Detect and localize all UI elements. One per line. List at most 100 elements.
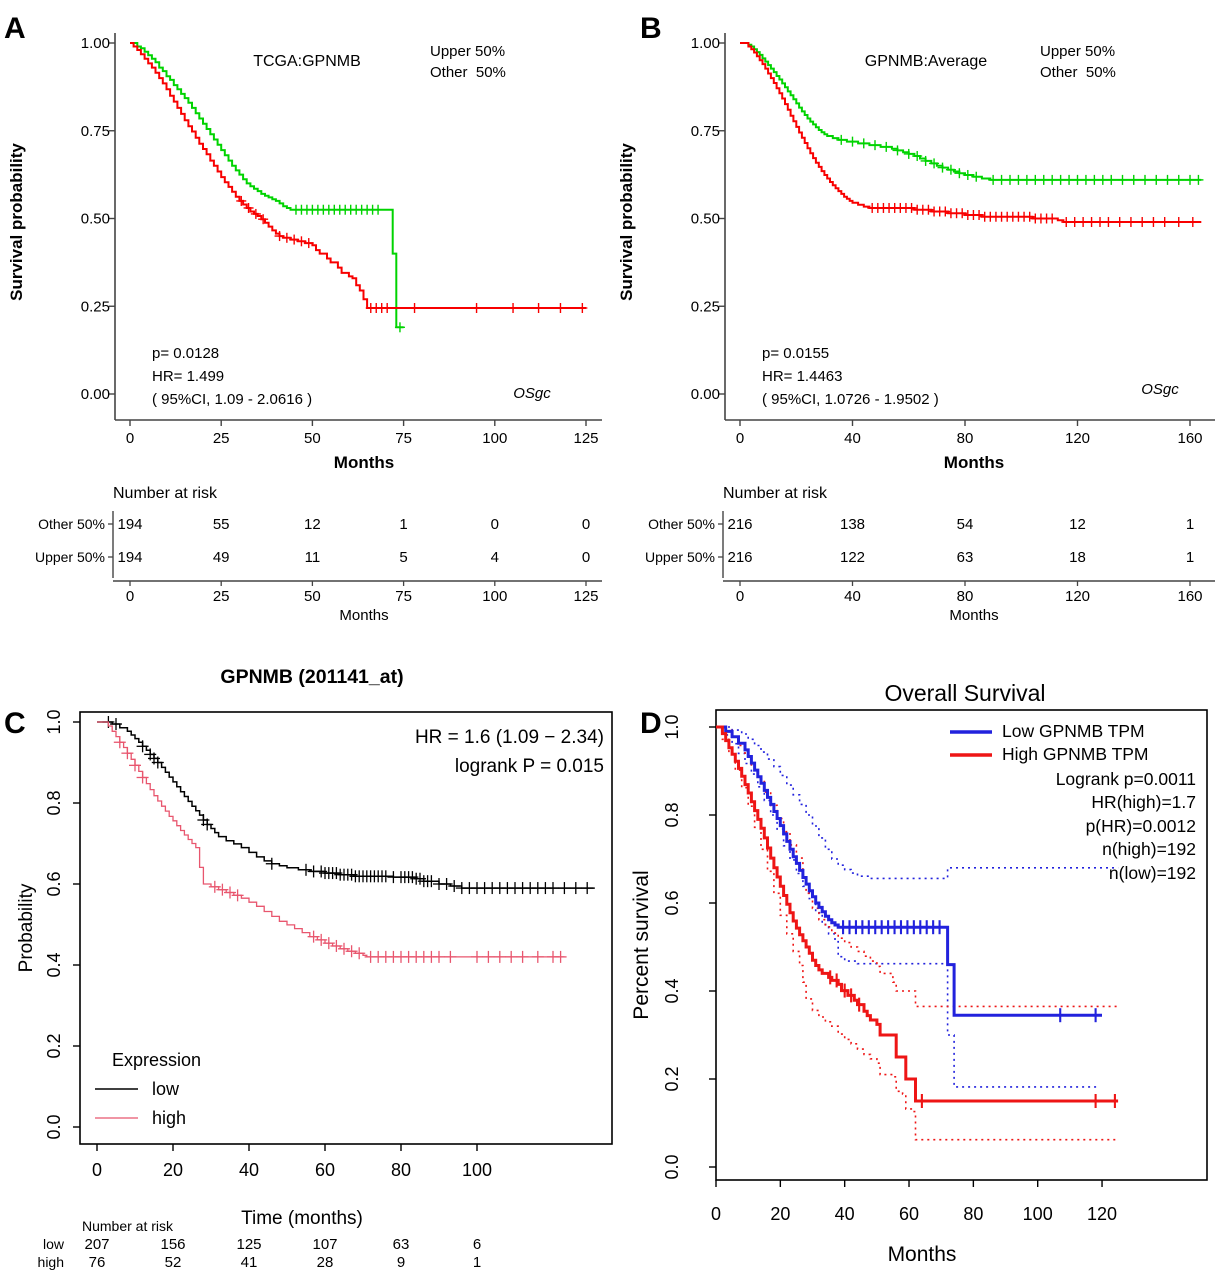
- km-curve-low-gpnmb-tpm: [716, 725, 1102, 1017]
- y-tick-label: 0.4: [44, 952, 64, 977]
- plot-title: Overall Survival: [884, 680, 1045, 706]
- risk-value: 1: [1186, 549, 1194, 566]
- risk-value: 12: [304, 516, 321, 533]
- y-tick-label: 0.25: [691, 298, 720, 315]
- risk-table-title: Number at risk: [82, 1218, 174, 1234]
- risk-x-tick-label: 80: [957, 588, 974, 605]
- x-tick-label: 60: [899, 1204, 919, 1224]
- y-tick-label: 0.6: [44, 871, 64, 896]
- plot-title: GPNMB (201141_at): [220, 666, 403, 688]
- km-curve-upper-50%: [130, 42, 586, 309]
- risk-value: 0: [582, 516, 590, 533]
- risk-value: 0: [491, 516, 499, 533]
- corner-note: OSgc: [513, 385, 551, 402]
- risk-value: 1: [1186, 516, 1194, 533]
- risk-value: 5: [399, 549, 407, 566]
- risk-x-tick-label: 160: [1177, 588, 1202, 605]
- risk-value: 76: [89, 1254, 106, 1271]
- risk-value: 49: [213, 549, 230, 566]
- risk-row-label: Upper 50%: [645, 549, 715, 565]
- plot-frame: [79, 711, 613, 1145]
- risk-value: 194: [117, 549, 142, 566]
- stat-line: ( 95%CI, 1.09 - 2.0616 ): [152, 391, 312, 408]
- y-tick-label: 1.00: [81, 35, 110, 52]
- risk-value: 107: [312, 1236, 337, 1253]
- risk-value: 1: [473, 1254, 481, 1271]
- x-axis-title: Time (months): [241, 1208, 363, 1229]
- stat-line: p(HR)=0.0012: [1086, 816, 1196, 836]
- x-tick-label: 125: [573, 430, 598, 447]
- x-tick-label: 40: [835, 1204, 855, 1224]
- km-curve-low-gpnmb-upper-ci: [716, 726, 1119, 880]
- y-tick-label: 0.0: [662, 1154, 682, 1179]
- legend-label: High GPNMB TPM: [1002, 744, 1149, 764]
- risk-value: 0: [582, 549, 590, 566]
- risk-value: 1: [399, 516, 407, 533]
- stat-line: HR= 1.4463: [762, 368, 842, 385]
- y-tick-label: 0.00: [691, 386, 720, 403]
- stat-line: n(high)=192: [1102, 839, 1196, 859]
- risk-value: 63: [393, 1236, 410, 1253]
- stat-line: HR= 1.499: [152, 368, 224, 385]
- y-axis-title: Percent survival: [630, 870, 653, 1019]
- risk-value: 216: [727, 549, 752, 566]
- plot-title: TCGA:GPNMB: [253, 53, 361, 70]
- risk-value: 194: [117, 516, 142, 533]
- x-tick-label: 0: [711, 1204, 721, 1224]
- risk-x-axis-title: Months: [339, 607, 388, 624]
- risk-value: 54: [957, 516, 974, 533]
- legend-label: Other 50%: [1040, 64, 1116, 81]
- x-tick-label: 40: [844, 430, 861, 447]
- risk-row-label: Other 50%: [648, 516, 715, 532]
- stat-line: p= 0.0155: [762, 345, 829, 362]
- risk-x-tick-label: 50: [304, 588, 321, 605]
- y-tick-label: 0.2: [662, 1066, 682, 1091]
- y-axis-title: Survival probability: [7, 143, 26, 301]
- x-tick-label: 20: [770, 1204, 790, 1224]
- risk-value: 9: [397, 1254, 405, 1271]
- x-tick-label: 100: [482, 430, 507, 447]
- risk-value: 11: [305, 549, 321, 566]
- risk-value: 138: [840, 516, 865, 533]
- risk-value: 12: [1069, 516, 1086, 533]
- risk-value: 41: [241, 1254, 258, 1271]
- y-tick-label: 0.75: [691, 123, 720, 140]
- km-curve-other-50%: [740, 42, 1202, 181]
- annotation-line: logrank P = 0.015: [455, 756, 604, 777]
- y-tick-label: 0.75: [81, 123, 110, 140]
- risk-value: 125: [236, 1236, 261, 1253]
- risk-x-tick-label: 0: [736, 588, 744, 605]
- y-tick-label: 1.0: [44, 709, 64, 734]
- risk-x-tick-label: 75: [395, 588, 412, 605]
- risk-value: 156: [160, 1236, 185, 1253]
- x-tick-label: 25: [213, 430, 230, 447]
- risk-row-label: high: [38, 1254, 64, 1270]
- x-tick-label: 80: [957, 430, 974, 447]
- y-tick-label: 1.00: [691, 35, 720, 52]
- risk-value: 4: [491, 549, 499, 566]
- risk-x-tick-label: 125: [573, 588, 598, 605]
- stat-line: HR(high)=1.7: [1091, 792, 1196, 812]
- risk-row-label: Other 50%: [38, 516, 105, 532]
- stat-line: n(low)=192: [1109, 863, 1196, 883]
- y-tick-label: 0.50: [691, 211, 720, 228]
- km-curve-high-gpnmb-upper-ci: [716, 726, 1119, 1008]
- risk-row-label: low: [43, 1236, 65, 1252]
- risk-value: 63: [957, 549, 974, 566]
- panel-label: C: [4, 707, 26, 740]
- legend-label: low: [152, 1079, 180, 1099]
- x-tick-label: 0: [736, 430, 744, 447]
- risk-x-tick-label: 25: [213, 588, 230, 605]
- panel-B: B GPNMB:Average 1.00 0.75 0.50 0.25 0.00 0 40 80 1…: [617, 12, 1215, 624]
- risk-row-label: Upper 50%: [35, 549, 105, 565]
- km-curve-high-gpnmb-tpm: [716, 725, 1119, 1103]
- x-tick-label: 160: [1177, 430, 1202, 447]
- y-tick-label: 0.4: [662, 978, 682, 1003]
- risk-x-tick-label: 40: [844, 588, 861, 605]
- risk-x-tick-label: 0: [126, 588, 134, 605]
- y-tick-label: 0.00: [81, 386, 110, 403]
- risk-x-tick-label: 100: [482, 588, 507, 605]
- x-axis-title: Months: [944, 453, 1004, 472]
